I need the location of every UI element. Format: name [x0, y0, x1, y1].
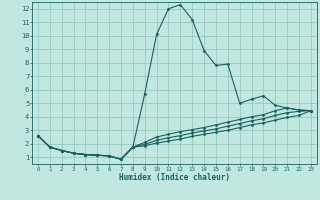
- X-axis label: Humidex (Indice chaleur): Humidex (Indice chaleur): [119, 173, 230, 182]
